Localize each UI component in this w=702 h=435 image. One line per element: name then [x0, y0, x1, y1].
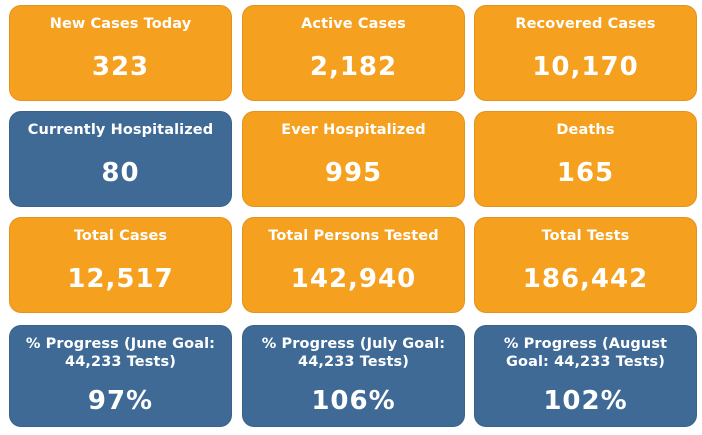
kpi-label: Total Tests	[541, 228, 630, 244]
kpi-card-progress-june: % Progress (June Goal: 44,233 Tests) 97%	[9, 325, 232, 427]
kpi-card-new-cases-today: New Cases Today 323	[9, 5, 232, 101]
kpi-card-total-tests: Total Tests 186,442	[474, 217, 697, 313]
kpi-card-total-cases: Total Cases 12,517	[9, 217, 232, 313]
kpi-value: 102%	[543, 386, 628, 416]
kpi-card-deaths: Deaths 165	[474, 111, 697, 207]
kpi-label: Currently Hospitalized	[27, 122, 214, 138]
kpi-label: Recovered Cases	[515, 16, 656, 32]
kpi-label: New Cases Today	[49, 16, 192, 32]
kpi-value: 323	[91, 52, 150, 82]
kpi-card-total-persons-tested: Total Persons Tested 142,940	[242, 217, 465, 313]
kpi-card-recovered-cases: Recovered Cases 10,170	[474, 5, 697, 101]
kpi-label: Total Cases	[73, 228, 168, 244]
kpi-value: 12,517	[67, 264, 174, 294]
kpi-card-currently-hospitalized: Currently Hospitalized 80	[9, 111, 232, 207]
kpi-label: Total Persons Tested	[268, 228, 439, 244]
kpi-label: % Progress (August Goal: 44,233 Tests)	[503, 336, 668, 370]
kpi-value: 106%	[311, 386, 396, 416]
kpi-label: % Progress (July Goal: 44,233 Tests)	[261, 336, 446, 370]
kpi-label: % Progress (June Goal: 44,233 Tests)	[25, 336, 216, 370]
kpi-value: 97%	[87, 386, 154, 416]
kpi-value: 995	[324, 158, 383, 188]
kpi-label: Deaths	[556, 122, 615, 138]
kpi-value: 80	[101, 158, 140, 188]
kpi-value: 2,182	[309, 52, 398, 82]
kpi-card-ever-hospitalized: Ever Hospitalized 995	[242, 111, 465, 207]
kpi-value: 165	[556, 158, 615, 188]
kpi-value: 10,170	[532, 52, 639, 82]
kpi-card-progress-august: % Progress (August Goal: 44,233 Tests) 1…	[474, 325, 697, 427]
kpi-value: 186,442	[522, 264, 649, 294]
kpi-label: Ever Hospitalized	[281, 122, 426, 138]
kpi-value: 142,940	[290, 264, 417, 294]
kpi-card-progress-july: % Progress (July Goal: 44,233 Tests) 106…	[242, 325, 465, 427]
kpi-card-active-cases: Active Cases 2,182	[242, 5, 465, 101]
kpi-label: Active Cases	[301, 16, 406, 32]
